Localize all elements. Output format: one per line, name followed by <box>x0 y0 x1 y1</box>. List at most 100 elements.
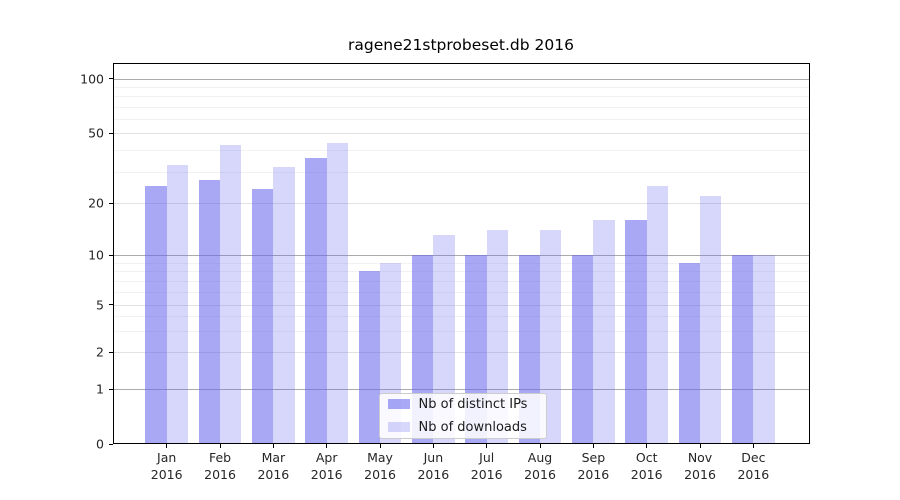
bar-nb-of-distinct-ips-sep <box>571 255 594 444</box>
x-tick-year: 2016 <box>150 466 183 482</box>
bar-nb-of-downloads-sep <box>593 219 615 444</box>
y-tick-mark-2 <box>108 351 113 353</box>
x-tick-month: Jul <box>479 450 495 465</box>
x-tick-label-may: May 2016 <box>348 450 412 483</box>
gridline-5 <box>113 304 809 306</box>
gridline-100 <box>113 78 809 80</box>
y-tick-label-20: 20 <box>88 195 104 211</box>
x-tick-year: 2016 <box>737 466 770 482</box>
x-tick-month: Apr <box>315 450 338 465</box>
x-tick-mark-feb <box>219 444 221 449</box>
bar-nb-of-distinct-ips-oct <box>625 219 647 444</box>
y-tick-label-0: 0 <box>96 436 104 452</box>
x-tick-label-nov: Nov 2016 <box>668 450 732 483</box>
y-tick-mark-0 <box>108 443 113 445</box>
x-tick-mark-oct <box>646 444 648 449</box>
y-tick-label-2: 2 <box>96 344 104 360</box>
bar-nb-of-downloads-jul <box>486 229 509 444</box>
x-tick-label-sep: Sep 2016 <box>561 450 625 483</box>
x-tick-mark-jan <box>166 444 168 449</box>
gridline-40 <box>113 150 809 152</box>
legend-label-downloads: Nb of downloads <box>418 419 527 435</box>
legend-swatch-downloads <box>387 422 410 432</box>
gridline-6 <box>113 291 809 293</box>
bar-nb-of-downloads-oct <box>646 186 669 444</box>
gridline-50 <box>113 133 809 135</box>
x-tick-month: Aug <box>527 450 553 465</box>
x-tick-mark-dec <box>752 444 754 449</box>
x-tick-label-jun: Jun 2016 <box>401 450 465 483</box>
x-tick-label-feb: Feb 2016 <box>188 450 252 483</box>
gridline-90 <box>113 86 809 88</box>
y-tick-label-5: 5 <box>96 297 104 313</box>
legend-item-distinct-ips: Nb of distinct IPs <box>380 397 546 412</box>
gridline-8 <box>113 270 809 272</box>
bar-nb-of-downloads-mar <box>273 167 295 444</box>
gridline-2 <box>113 352 809 354</box>
x-tick-year: 2016 <box>204 466 236 482</box>
x-tick-year: 2016 <box>310 466 343 482</box>
x-tick-label-jan: Jan 2016 <box>135 450 199 483</box>
x-tick-year: 2016 <box>684 466 716 482</box>
x-tick-year: 2016 <box>524 466 556 482</box>
bar-nb-of-distinct-ips-feb <box>198 180 221 444</box>
x-tick-year: 2016 <box>257 466 290 482</box>
gridline-10 <box>113 255 809 256</box>
gridline-60 <box>113 118 809 120</box>
bar-nb-of-distinct-ips-jan <box>145 186 167 444</box>
x-tick-month: Jan <box>157 450 177 465</box>
x-tick-label-oct: Oct 2016 <box>615 450 679 483</box>
x-tick-month: Sep <box>581 450 606 465</box>
legend: Nb of distinct IPs Nb of downloads <box>378 392 547 439</box>
bar-nb-of-downloads-feb <box>220 144 242 444</box>
bar-nb-of-distinct-ips-nov <box>678 262 701 444</box>
x-tick-mark-jul <box>486 444 488 449</box>
gridline-3 <box>113 331 809 333</box>
x-tick-year: 2016 <box>364 466 396 482</box>
gridline-7 <box>113 280 809 282</box>
y-tick-mark-5 <box>108 304 113 306</box>
y-tick-label-50: 50 <box>88 125 104 141</box>
legend-item-downloads: Nb of downloads <box>380 420 546 435</box>
y-tick-mark-10 <box>108 254 113 256</box>
x-tick-month: Oct <box>635 450 658 465</box>
bar-nb-of-downloads-jan <box>166 165 189 444</box>
bar-nb-of-downloads-aug <box>540 229 562 444</box>
legend-swatch-distinct-ips <box>387 399 410 409</box>
bar-nb-of-downloads-jun <box>433 235 455 444</box>
y-tick-mark-100 <box>108 78 113 79</box>
x-tick-year: 2016 <box>630 466 663 482</box>
y-tick-label-1: 1 <box>96 381 104 397</box>
x-tick-mark-sep <box>592 444 594 449</box>
gridline-1 <box>113 389 809 390</box>
x-tick-month: Mar <box>261 450 286 465</box>
x-tick-month: Dec <box>741 450 766 465</box>
gridline-4 <box>113 316 809 318</box>
gridline-30 <box>113 172 809 174</box>
y-tick-label-100: 100 <box>80 71 104 86</box>
legend-label-distinct-ips: Nb of distinct IPs <box>418 396 528 412</box>
x-tick-label-mar: Mar 2016 <box>241 450 305 483</box>
gridline-70 <box>113 106 809 108</box>
x-tick-year: 2016 <box>470 466 503 482</box>
x-tick-label-dec: Dec 2016 <box>721 450 785 483</box>
bar-nb-of-downloads-apr <box>326 143 349 444</box>
bar-nb-of-downloads-dec <box>753 255 775 444</box>
x-tick-mark-nov <box>699 444 701 449</box>
chart-title: ragene21stprobeset.db 2016 <box>348 36 574 54</box>
x-tick-mark-aug <box>539 444 541 449</box>
x-tick-month: Feb <box>208 450 232 465</box>
gridline-20 <box>113 203 809 205</box>
x-tick-mark-may <box>379 444 381 449</box>
x-tick-month: Nov <box>687 450 713 465</box>
x-tick-mark-jun <box>432 444 434 449</box>
bar-nb-of-distinct-ips-mar <box>251 189 274 444</box>
x-tick-month: Jun <box>423 450 444 465</box>
bar-nb-of-downloads-nov <box>700 196 722 444</box>
bar-nb-of-distinct-ips-may <box>358 270 381 444</box>
x-tick-label-apr: Apr 2016 <box>295 450 359 483</box>
x-tick-year: 2016 <box>417 466 450 482</box>
x-tick-mark-mar <box>272 444 274 449</box>
x-tick-mark-apr <box>326 444 328 449</box>
